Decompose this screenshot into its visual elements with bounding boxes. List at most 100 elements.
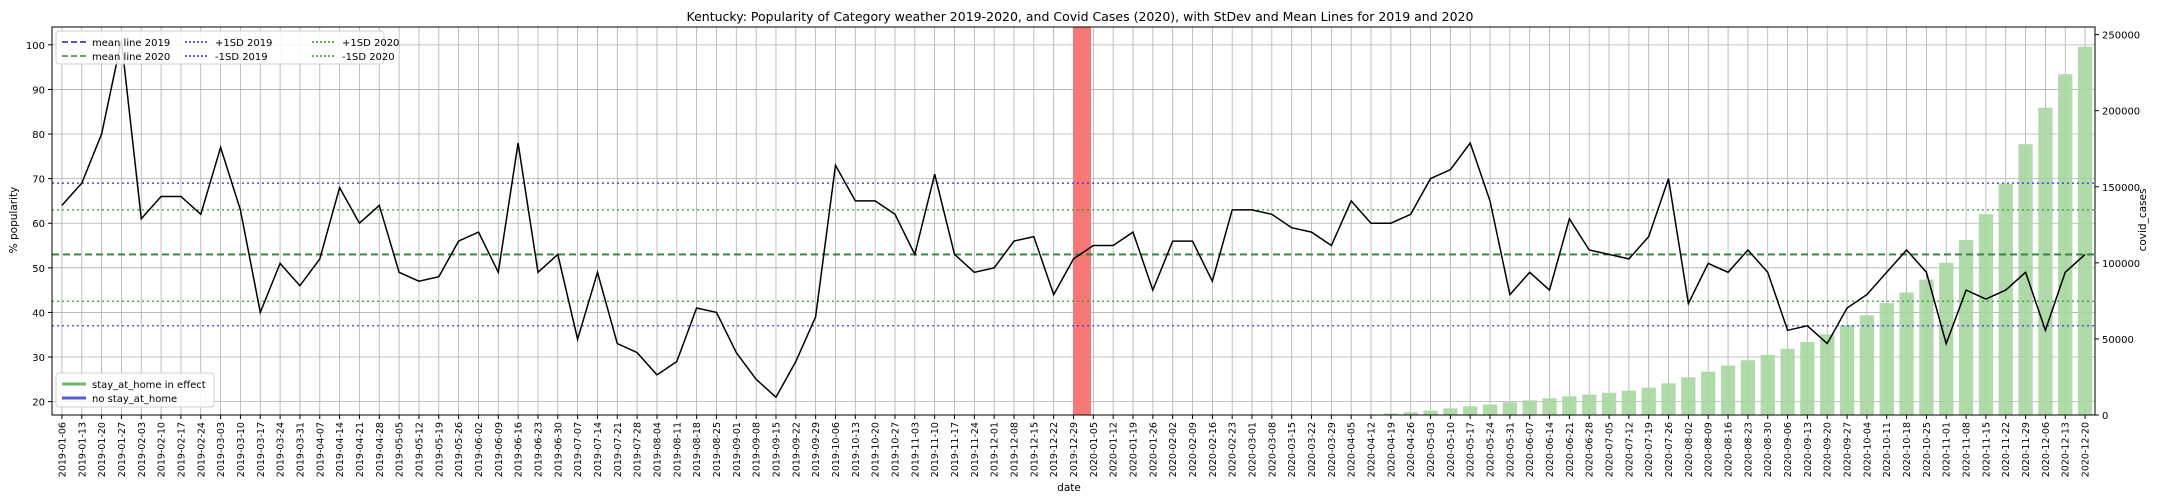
x-tick-label: 2020-08-23 (1743, 422, 1754, 477)
legend-label: mean line 2020 (92, 52, 170, 63)
x-tick-label: 2020-08-16 (1724, 422, 1735, 477)
covid-bar (1562, 396, 1577, 415)
y-tick-label: 70 (32, 175, 45, 186)
covid-bar (1780, 348, 1795, 415)
covid-bar (1542, 398, 1557, 415)
x-tick-label: 2019-06-02 (474, 422, 485, 477)
x-tick-label: 2020-10-11 (1882, 422, 1893, 477)
x-tick-label: 2020-09-20 (1823, 422, 1834, 477)
x-tick-label: 2020-02-09 (1188, 422, 1199, 477)
x-tick-label: 2019-03-31 (295, 422, 306, 477)
covid-bar (1879, 303, 1894, 415)
legend-label: +1SD 2020 (342, 38, 399, 49)
x-tick-label: 2019-08-18 (692, 422, 703, 477)
covid-bar (1582, 394, 1597, 415)
covid-bar (1661, 383, 1676, 415)
covid-bar (1919, 279, 1934, 415)
x-tick-label: 2019-10-27 (890, 422, 901, 477)
x-tick-label: 2019-05-19 (434, 422, 445, 477)
covid-bar (1800, 341, 1815, 415)
x-tick-label: 2019-02-17 (176, 422, 187, 477)
y2-axis-label: covid_cases (2137, 189, 2149, 252)
axes: 20 30 40 50 60 70 80 90 100 0 50000 100000 150000 200… (26, 26, 2140, 477)
x-tick-label: 2020-02-02 (1168, 422, 1179, 477)
x-tick-label: 2020-03-08 (1267, 422, 1278, 477)
covid-bar (1859, 315, 1875, 415)
covid-bar (1939, 262, 1954, 415)
x-tick-label: 2020-07-12 (1624, 422, 1635, 477)
x-tick-label: 2019-10-20 (871, 422, 882, 477)
x-tick-label: 2019-07-14 (593, 422, 604, 477)
x-tick-label: 2020-10-25 (1922, 422, 1933, 477)
y2-tick-label: 200000 (2102, 107, 2140, 118)
x-tick-label: 2019-01-06 (57, 422, 68, 477)
y-tick-label: 90 (32, 85, 45, 96)
x-tick-label: 2019-02-10 (157, 422, 168, 477)
x-tick-label: 2019-04-14 (335, 422, 346, 477)
x-tick-label: 2020-11-22 (2001, 422, 2012, 477)
covid-bar (1403, 412, 1418, 415)
x-tick-label: 2019-06-09 (494, 422, 505, 477)
y-tick-label: 30 (32, 353, 45, 364)
x-tick-label: 2020-07-19 (1644, 422, 1655, 477)
covid-bar (1463, 406, 1478, 415)
x-tick-label: 2020-11-15 (1981, 422, 1992, 477)
x-tick-label: 2019-12-22 (1049, 422, 1060, 477)
x-tick-label: 2019-09-15 (771, 422, 782, 477)
x-tick-label: 2019-01-20 (97, 422, 108, 477)
x-tick-label: 2019-09-01 (732, 422, 743, 477)
x-tick-label: 2019-11-17 (950, 422, 961, 477)
highlight-band (1073, 27, 1092, 415)
x-tick-label: 2019-03-10 (236, 422, 247, 477)
x-tick-label: 2020-01-26 (1148, 422, 1159, 477)
x-tick-label: 2020-03-22 (1307, 422, 1318, 477)
x-tick-label: 2019-05-26 (454, 422, 465, 477)
x-tick-label: 2019-06-23 (533, 422, 544, 477)
covid-bar (1899, 292, 1914, 415)
x-tick-label: 2019-12-01 (990, 422, 1001, 477)
x-tick-label: 2020-12-06 (2041, 422, 2052, 477)
x-tick-label: 2020-08-30 (1763, 422, 1774, 477)
popularity-series (61, 40, 2086, 399)
y-tick-label: 50 (32, 264, 45, 275)
covid-bar (1720, 365, 1736, 415)
x-tick-label: 2020-05-24 (1486, 422, 1497, 477)
covid-bar (1681, 377, 1696, 415)
x-tick-label: 2020-09-27 (1843, 422, 1854, 477)
x-tick-label: 2020-01-05 (1089, 422, 1100, 477)
x-tick-label: 2019-04-28 (375, 422, 386, 477)
x-tick-label: 2020-08-02 (1684, 422, 1695, 477)
x-tick-label: 2019-02-24 (196, 422, 207, 477)
x-tick-label: 2020-11-08 (1962, 422, 1973, 477)
legend-label: +1SD 2019 (215, 38, 272, 49)
x-tick-label: 2019-06-16 (514, 422, 525, 477)
x-tick-label: 2019-08-25 (712, 422, 723, 477)
x-tick-label: 2019-08-04 (652, 422, 663, 477)
chart-title: Kentucky: Popularity of Category weather… (687, 9, 1474, 24)
x-tick-label: 2019-01-13 (77, 422, 88, 477)
covid-bar (1601, 392, 1617, 415)
x-tick-label: 2019-03-03 (216, 422, 227, 477)
x-tick-label: 2020-03-01 (1248, 422, 1259, 477)
x-tick-label: 2019-05-05 (395, 422, 406, 477)
x-tick-label: 2020-11-01 (1942, 422, 1953, 477)
y2-tick-label: 150000 (2102, 183, 2140, 194)
x-tick-label: 2020-02-16 (1208, 422, 1219, 477)
x-tick-label: 2019-01-27 (117, 422, 128, 477)
x-tick-label: 2019-11-03 (910, 422, 921, 477)
legend-label: mean line 2019 (92, 38, 170, 49)
x-tick-label: 2019-05-12 (414, 422, 425, 477)
y-tick-label: 80 (32, 130, 45, 141)
legend2-label: no stay_at_home (92, 394, 177, 405)
y-tick-label: 40 (32, 308, 45, 319)
x-tick-label: 2020-04-12 (1367, 422, 1378, 477)
covid-bar (1760, 354, 1775, 415)
x-tick-label: 2019-04-21 (355, 422, 366, 477)
x-tick-label: 2020-04-05 (1347, 422, 1358, 477)
x-tick-label: 2019-08-11 (672, 422, 683, 477)
x-tick-label: 2020-01-12 (1109, 422, 1120, 477)
x-axis-label: date (1057, 482, 1081, 494)
covid-bar (1423, 410, 1438, 415)
highlight-band-group (1073, 27, 1092, 415)
